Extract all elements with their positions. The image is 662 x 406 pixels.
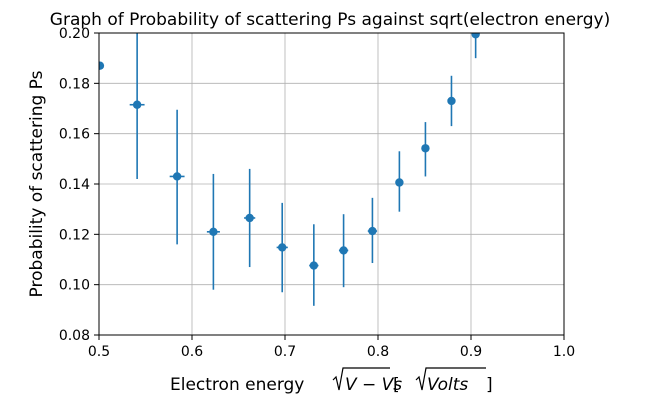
x-label-radicand-1: V − Vs bbox=[345, 375, 402, 395]
y-tick-label: 0.12 bbox=[59, 227, 90, 243]
data-point bbox=[447, 75, 456, 127]
x-label-prefix: Electron energy bbox=[170, 375, 304, 395]
data-marker bbox=[278, 243, 287, 252]
data-point bbox=[169, 109, 185, 245]
x-tick-label: 0.7 bbox=[274, 344, 296, 360]
x-label-bracket-close: ] bbox=[486, 375, 493, 395]
data-point bbox=[129, 33, 145, 179]
data-point bbox=[309, 224, 319, 306]
data-marker bbox=[339, 246, 348, 255]
x-axis-label: Electron energy V − Vs [ Volts ] bbox=[170, 367, 493, 395]
x-tick-label: 0.9 bbox=[460, 344, 482, 360]
axis-ticks: 0.5 0.6 0.7 0.8 0.9 1.0 0.08 0.10 0.12 0.14 0.16 0.… bbox=[59, 26, 575, 360]
data-point bbox=[244, 168, 256, 268]
y-tick-label: 0.18 bbox=[59, 76, 90, 92]
y-tick-label: 0.08 bbox=[59, 328, 90, 344]
data-point bbox=[99, 61, 105, 70]
x-tick-label: 0.5 bbox=[88, 344, 110, 360]
y-tick-label: 0.14 bbox=[59, 177, 90, 193]
data-marker bbox=[132, 100, 142, 109]
data-marker bbox=[395, 178, 404, 187]
chart-title: Graph of Probability of scattering Ps ag… bbox=[50, 10, 610, 30]
data-point bbox=[206, 173, 220, 290]
y-tick-label: 0.16 bbox=[59, 127, 90, 143]
data-marker bbox=[172, 172, 182, 181]
data-point bbox=[367, 197, 378, 264]
x-tick-label: 1.0 bbox=[553, 344, 575, 360]
x-label-radical-2 bbox=[415, 367, 486, 391]
x-tick-label: 0.6 bbox=[181, 344, 203, 360]
data-marker bbox=[471, 33, 480, 39]
data-point bbox=[395, 151, 404, 212]
x-label-radicand-2: Volts bbox=[427, 375, 468, 395]
data-point bbox=[338, 214, 349, 288]
data-points bbox=[99, 33, 480, 306]
data-point bbox=[276, 202, 288, 293]
data-marker bbox=[368, 226, 377, 236]
y-axis-label: Probability of scattering Ps bbox=[27, 70, 47, 297]
x-label-radical-1 bbox=[332, 367, 390, 391]
svg-text:Electron energy: Electron energy bbox=[170, 375, 304, 395]
data-point bbox=[471, 33, 480, 59]
data-marker bbox=[209, 227, 218, 237]
data-marker bbox=[309, 261, 319, 270]
data-marker bbox=[447, 96, 456, 106]
data-marker bbox=[99, 61, 105, 70]
y-tick-label: 0.20 bbox=[59, 26, 90, 42]
x-tick-label: 0.8 bbox=[367, 344, 389, 360]
data-marker bbox=[245, 213, 254, 223]
data-point bbox=[421, 122, 430, 177]
data-marker bbox=[421, 144, 430, 153]
y-tick-label: 0.10 bbox=[59, 278, 90, 294]
x-label-bracket-open: [ bbox=[393, 375, 400, 395]
